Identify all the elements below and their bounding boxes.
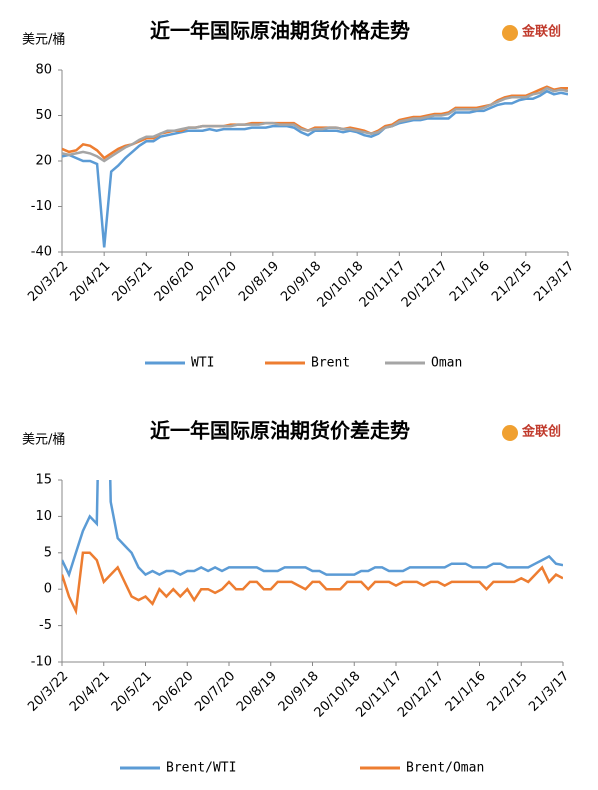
x-tick-label: 20/3/22 — [25, 669, 71, 715]
y-tick-label: -5 — [39, 618, 52, 633]
x-tick-label: 20/6/20 — [151, 669, 197, 715]
logo: 金联创 — [521, 24, 561, 40]
y-tick-label: 15 — [35, 473, 52, 488]
y-tick-label: 5 — [44, 545, 52, 560]
x-tick-label: 20/3/22 — [25, 259, 71, 305]
x-tick-label: 21/3/17 — [526, 669, 572, 715]
x-tick-label: 21/2/15 — [485, 669, 531, 715]
y-tick-label: -10 — [31, 199, 52, 214]
x-tick-label: 20/5/21 — [109, 669, 155, 715]
y-tick-label: 10 — [35, 509, 52, 524]
legend-label: WTI — [191, 356, 214, 371]
y-tick-label: -10 — [31, 655, 52, 670]
series-line — [62, 86, 568, 163]
x-tick-label: 20/4/21 — [67, 259, 113, 305]
x-tick-label: 21/1/16 — [447, 259, 493, 305]
x-tick-label: 20/8/19 — [234, 669, 280, 715]
chart-title: 近一年国际原油期货价格走势 — [150, 19, 410, 43]
logo-icon — [502, 425, 518, 441]
x-tick-label: 21/3/17 — [531, 259, 577, 305]
unit-label: 美元/桶 — [22, 33, 65, 48]
chart-title: 近一年国际原油期货价差走势 — [150, 419, 410, 443]
legend-label: Brent — [311, 356, 350, 371]
x-tick-label: 21/1/16 — [443, 669, 489, 715]
x-tick-label: 20/8/19 — [236, 259, 282, 305]
x-tick-label: 20/7/20 — [194, 259, 240, 305]
y-tick-label: 0 — [44, 582, 52, 597]
y-tick-label: 50 — [35, 108, 52, 123]
logo-icon — [502, 25, 518, 41]
x-tick-label: 20/7/20 — [192, 669, 238, 715]
x-tick-label: 20/6/20 — [152, 259, 198, 305]
series-line — [62, 480, 563, 578]
x-tick-label: 20/5/21 — [110, 259, 156, 305]
x-tick-label: 20/4/21 — [67, 669, 113, 715]
y-tick-label: 80 — [35, 63, 52, 78]
x-tick-label: 20/12/17 — [399, 259, 451, 311]
series-line — [62, 85, 568, 160]
y-tick-label: 20 — [35, 154, 52, 169]
legend-label: Brent/Oman — [406, 761, 484, 776]
y-tick-label: -40 — [31, 245, 52, 260]
series-line — [62, 551, 563, 616]
x-tick-label: 21/2/15 — [489, 259, 535, 305]
x-tick-label: 20/12/17 — [395, 669, 447, 721]
logo: 金联创 — [521, 424, 561, 440]
legend-label: Oman — [431, 356, 462, 371]
unit-label: 美元/桶 — [22, 433, 65, 448]
series-line — [62, 89, 568, 248]
legend-label: Brent/WTI — [166, 761, 236, 776]
